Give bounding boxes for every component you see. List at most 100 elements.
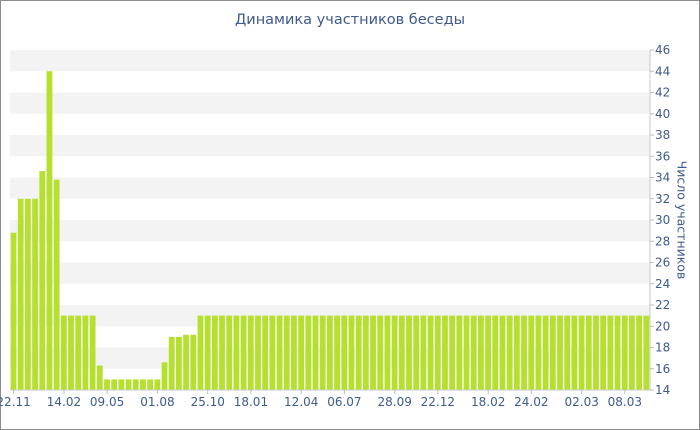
bar <box>614 315 621 390</box>
bar <box>449 315 456 390</box>
bar <box>175 336 182 390</box>
bar <box>32 198 38 390</box>
bar <box>636 315 643 390</box>
y-tick-label: 26 <box>655 256 670 270</box>
bar <box>168 336 175 390</box>
bar <box>528 315 535 390</box>
chart-title: Динамика участников беседы <box>234 12 466 28</box>
y-tick-label: 36 <box>655 149 670 163</box>
x-tick-label: 14.02 <box>47 395 81 409</box>
bar <box>75 315 82 390</box>
bar <box>492 315 499 390</box>
bar <box>413 315 420 390</box>
bar <box>46 71 53 390</box>
bar <box>549 315 556 390</box>
bar <box>82 315 89 390</box>
bar <box>370 315 376 390</box>
bar <box>53 179 60 390</box>
bar <box>226 315 233 390</box>
bar <box>247 315 254 390</box>
bar <box>485 315 491 390</box>
bar <box>585 315 592 390</box>
bar <box>535 315 542 390</box>
bar <box>478 315 484 390</box>
grid-band <box>10 177 650 199</box>
bar <box>298 315 305 390</box>
y-tick-label: 18 <box>655 341 670 355</box>
bar <box>334 315 340 390</box>
bar <box>140 379 146 390</box>
x-tick-label: 09.05 <box>90 395 124 409</box>
bar <box>420 315 427 390</box>
x-tick-label: 22.11 <box>0 395 31 409</box>
bar <box>104 379 110 390</box>
bar <box>557 315 563 390</box>
bar <box>362 315 369 390</box>
bar <box>355 315 362 390</box>
bar <box>564 315 571 390</box>
bar <box>600 315 607 390</box>
bar <box>291 315 297 390</box>
y-tick-label: 14 <box>655 383 670 397</box>
grid-band <box>10 92 650 114</box>
bar <box>204 315 211 390</box>
bar <box>506 315 513 390</box>
bar <box>593 315 599 390</box>
bar <box>255 315 261 390</box>
x-tick-label: 18.01 <box>234 395 268 409</box>
y-tick-label: 42 <box>655 86 670 100</box>
x-tick-label: 06.07 <box>327 395 361 409</box>
bar <box>499 315 506 390</box>
y-tick-label: 34 <box>655 171 670 185</box>
bar <box>629 315 635 390</box>
bar <box>319 315 326 390</box>
bar <box>305 315 312 390</box>
y-tick-label: 30 <box>655 213 670 227</box>
bar <box>219 315 225 390</box>
bar <box>427 315 434 390</box>
bar <box>147 379 154 390</box>
bar <box>398 315 405 390</box>
bar <box>89 315 96 390</box>
bar <box>442 315 448 390</box>
bar <box>406 315 412 390</box>
bar <box>24 198 31 390</box>
bar <box>384 315 391 390</box>
bar <box>39 171 46 390</box>
bar <box>578 315 585 390</box>
bar <box>154 379 161 390</box>
bar <box>456 315 463 390</box>
bar <box>211 315 218 390</box>
x-tick-label: 24.02 <box>514 395 548 409</box>
bar <box>132 379 139 390</box>
bar <box>10 232 17 390</box>
y-tick-label: 22 <box>655 298 670 312</box>
y-tick-label: 40 <box>655 107 670 121</box>
x-tick-label: 01.08 <box>140 395 174 409</box>
y-tick-label: 46 <box>655 43 670 57</box>
x-tick-label: 22.12 <box>421 395 455 409</box>
bar <box>125 379 132 390</box>
bar <box>240 315 247 390</box>
bar <box>161 362 168 390</box>
bar <box>276 315 283 390</box>
bar <box>607 315 614 390</box>
grid-band <box>10 50 650 72</box>
y-tick-label: 16 <box>655 362 670 376</box>
y-tick-label: 24 <box>655 277 670 291</box>
bar <box>391 315 398 390</box>
bar <box>542 315 549 390</box>
x-tick-label: 25.10 <box>191 395 225 409</box>
bar <box>377 315 384 390</box>
y-tick-label: 20 <box>655 319 670 333</box>
bar <box>111 379 118 390</box>
y-axis-label: Число участников <box>674 160 690 280</box>
bar <box>17 198 24 390</box>
bar <box>513 315 520 390</box>
bar <box>348 315 355 390</box>
x-tick-label: 28.09 <box>378 395 412 409</box>
x-tick-label: 12.04 <box>284 395 318 409</box>
bar <box>470 315 477 390</box>
bar <box>327 315 333 390</box>
